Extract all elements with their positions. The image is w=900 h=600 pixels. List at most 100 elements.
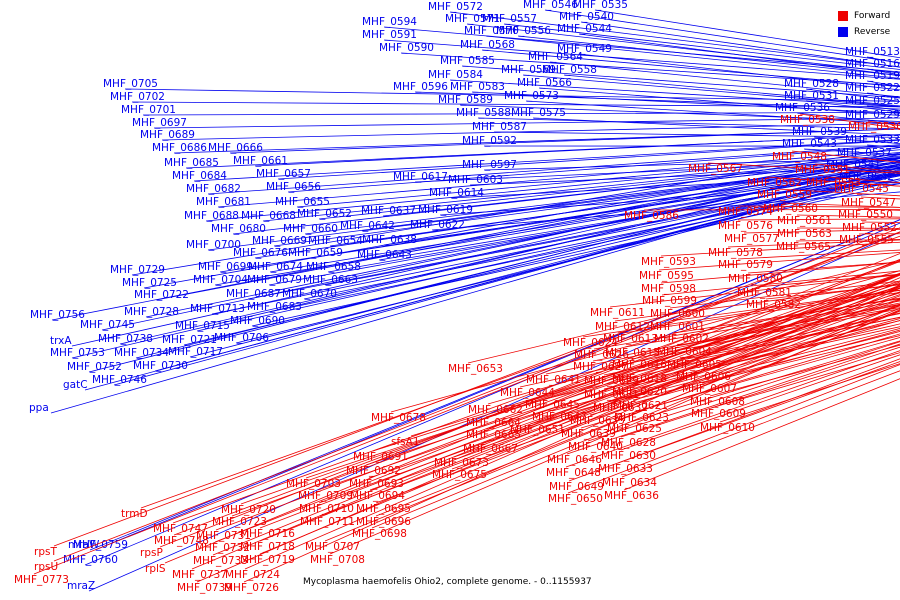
reverse-gene-label: trxA: [50, 335, 72, 347]
forward-gene-label: MHF_0593: [641, 256, 696, 268]
reverse-gene-label: mraW: [68, 539, 100, 551]
reverse-leader-line: [193, 139, 900, 182]
reverse-gene-label: MHF_0575: [511, 107, 566, 119]
reverse-leader-line: [277, 139, 900, 180]
reverse-leader-line: [131, 147, 900, 276]
forward-gene-label: MHF_0548: [772, 151, 827, 163]
reverse-leader-line: [461, 65, 900, 99]
forward-gene-label: MHF_0646: [547, 454, 602, 466]
reverse-leader-line: [142, 111, 900, 116]
reverse-gene-label: MHF_0568: [460, 39, 515, 51]
reverse-gene-label: MHF_0705: [103, 78, 158, 90]
reverse-gene-label: MHF_0566: [517, 77, 572, 89]
forward-gene-label: MHF_0698: [352, 528, 407, 540]
reverse-leader-line: [71, 163, 900, 359]
forward-gene-label: MHF_0562: [747, 177, 802, 189]
reverse-gene-label: MHF_0556: [496, 25, 551, 37]
forward-gene-label: MHF_0708: [310, 554, 365, 566]
forward-gene-label: MHF_0726: [224, 582, 279, 594]
forward-leader-line: [727, 239, 900, 248]
forward-leader-line: [172, 260, 900, 524]
reverse-leader-line: [232, 157, 900, 235]
forward-leader-line: [196, 277, 900, 583]
forward-gene-label: MHF_0574: [718, 206, 773, 218]
reverse-gene-label: MHF_0745: [80, 319, 135, 331]
reverse-leader-line: [207, 144, 900, 195]
reverse-gene-label: MHF_0700: [186, 239, 241, 251]
forward-leader-line: [487, 285, 900, 405]
forward-leader-line: [173, 261, 900, 536]
forward-leader-line: [467, 259, 900, 364]
legend-item-reverse: Reverse: [838, 24, 898, 40]
reverse-leader-line: [431, 191, 900, 231]
forward-gene-label: MHF_0553: [806, 177, 861, 189]
forward-gene-label: rpsP: [140, 547, 163, 559]
legend-label-reverse: Reverse: [854, 27, 891, 37]
forward-gene-label: MHF_0633: [598, 463, 653, 475]
reverse-gene-label: MHF_0699: [198, 261, 253, 273]
forward-leader-line: [259, 284, 900, 542]
reverse-gene-label: MHF_0584: [428, 69, 483, 81]
reverse-leader-line: [304, 161, 900, 235]
reverse-gene-label: MHF_0587: [472, 121, 527, 133]
forward-gene-label: MHF_0576: [718, 220, 773, 232]
reverse-leader-line: [382, 158, 900, 217]
reverse-leader-line: [217, 149, 900, 208]
reverse-leader-line: [303, 178, 900, 300]
forward-leader-line: [53, 227, 900, 547]
forward-gene-label: MHF_0773: [14, 574, 69, 586]
reverse-leader-line: [563, 74, 900, 107]
forward-leader-line: [164, 258, 900, 564]
reverse-leader-line: [503, 23, 900, 70]
reverse-leader-line: [517, 35, 900, 76]
reverse-leader-line: [383, 39, 900, 80]
reverse-gene-label: MHF_0617: [393, 171, 448, 183]
reverse-gene-label: MHF_0728: [124, 306, 179, 318]
reverse-leader-line: [471, 91, 900, 114]
reverse-gene-label: MHF_0656: [266, 181, 321, 193]
forward-gene-label: MHF_0608: [690, 396, 745, 408]
reverse-leader-line: [268, 171, 900, 286]
forward-leader-line: [319, 295, 900, 517]
forward-leader-line: [243, 287, 900, 583]
forward-leader-line: [372, 282, 900, 452]
forward-leader-line: [329, 309, 900, 555]
forward-leader-line: [451, 310, 900, 470]
reverse-swatch: [838, 27, 848, 37]
forward-leader-line: [617, 361, 900, 464]
forward-leader-line: [191, 274, 900, 570]
reverse-leader-line: [254, 134, 900, 167]
reverse-leader-line: [493, 131, 900, 138]
reverse-leader-line: [296, 151, 900, 208]
forward-swatch: [838, 11, 848, 21]
forward-leader-line: [626, 340, 900, 424]
reverse-leader-line: [229, 128, 900, 154]
reverse-leader-line: [135, 169, 900, 359]
forward-leader-line: [669, 280, 900, 309]
reverse-leader-line: [525, 100, 900, 125]
reverse-leader-line: [145, 163, 900, 318]
reverse-gene-label: MHF_0680: [211, 223, 266, 235]
reverse-gene-label: ppa: [29, 402, 49, 414]
reverse-leader-line: [131, 101, 900, 108]
reverse-gene-label: MHF_0760: [63, 554, 118, 566]
forward-gene-label: rpsU: [34, 561, 58, 573]
forward-gene-label: MHF_0550: [838, 209, 893, 221]
reverse-gene-label: MHF_0570: [464, 25, 519, 37]
forward-leader-line: [620, 354, 900, 451]
reverse-gene-label: MHF_0725: [122, 277, 177, 289]
reverse-leader-line: [155, 157, 900, 301]
reverse-leader-line: [544, 9, 900, 64]
forward-leader-line: [701, 335, 900, 384]
reverse-leader-line: [173, 128, 900, 154]
forward-leader-line: [375, 303, 900, 504]
reverse-leader-line: [254, 163, 900, 259]
reverse-leader-line: [549, 61, 900, 98]
reverse-gene-label: gatC: [63, 379, 88, 391]
reverse-gene-label: MHF_0753: [50, 347, 105, 359]
forward-gene-label: MHF_0711: [300, 516, 355, 528]
forward-leader-line: [707, 162, 900, 174]
reverse-leader-line: [522, 74, 900, 108]
forward-gene-label: MHF_0718: [240, 541, 295, 553]
